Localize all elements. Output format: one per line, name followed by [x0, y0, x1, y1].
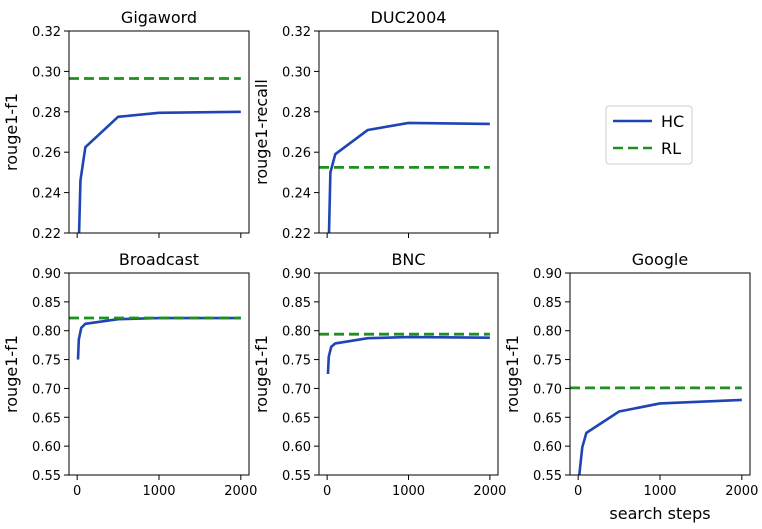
y-axis-label: rouge1-f1 — [252, 335, 271, 413]
y-tick-label: 0.85 — [282, 296, 311, 311]
legend: HC RL — [605, 105, 693, 165]
plot-frame — [68, 272, 250, 476]
y-tick-label: 0.22 — [32, 227, 61, 242]
y-axis-label: rouge1-f1 — [2, 93, 21, 171]
y-tick-label: 0.32 — [32, 25, 61, 40]
y-tick-label: 0.22 — [282, 227, 311, 242]
series-line-hc — [326, 335, 490, 375]
series-line-hc — [76, 316, 241, 360]
y-tick-label: 0.60 — [282, 440, 311, 455]
y-tick-label: 0.26 — [282, 146, 311, 161]
y-tick-label: 0.85 — [32, 296, 61, 311]
x-tick-label: 0 — [574, 484, 582, 499]
y-axis-label: rouge1-f1 — [503, 335, 522, 413]
y-tick-label: 0.90 — [282, 267, 311, 282]
y-tick-label: 0.70 — [282, 382, 311, 397]
y-tick-label: 0.26 — [32, 146, 61, 161]
y-tick-label: 0.30 — [282, 65, 311, 80]
y-tick-label: 0.85 — [533, 296, 562, 311]
y-tick-label: 0.70 — [32, 382, 61, 397]
x-tick-label: 0 — [323, 484, 331, 499]
y-tick-label: 0.28 — [32, 106, 61, 121]
y-tick-label: 0.75 — [282, 354, 311, 369]
y-tick-label: 0.55 — [533, 469, 562, 484]
y-tick-label: 0.24 — [282, 187, 311, 202]
series-line-hc — [578, 398, 742, 475]
chart-panel-gigaword: Gigaword 0.22 0.24 0.26 0.28 0.30 0.32 rouge1-f… — [2, 8, 250, 242]
plot-frame — [68, 30, 250, 234]
y-axis-label: rouge1-f1 — [2, 335, 21, 413]
x-tick-label: 0 — [73, 484, 81, 499]
legend-label-rl: RL — [661, 139, 681, 158]
x-axis-label: search steps — [609, 504, 710, 523]
x-tick-label: 2000 — [224, 484, 257, 499]
y-tick-label: 0.65 — [32, 411, 61, 426]
y-tick-label: 0.24 — [32, 187, 61, 202]
y-tick-label: 0.28 — [282, 106, 311, 121]
plot-frame — [569, 272, 751, 476]
chart-title: DUC2004 — [371, 8, 447, 27]
plot-frame — [318, 272, 499, 476]
chart-panel-google: Google 0.55 0.60 0.65 0.70 0.75 0.80 0.85 0.90 0 1… — [503, 250, 758, 523]
x-tick-label: 2000 — [473, 484, 506, 499]
x-tick-label: 1000 — [643, 484, 676, 499]
x-tick-label: 1000 — [142, 484, 175, 499]
y-tick-label: 0.30 — [32, 65, 61, 80]
y-tick-label: 0.65 — [533, 411, 562, 426]
chart-panel-broadcast: Broadcast 0.55 0.60 0.65 0.70 0.75 0.80 0.85 0.9… — [2, 250, 257, 499]
chart-panel-bnc: BNC 0.55 0.60 0.65 0.70 0.75 0.80 0.85 0.90 0 1000… — [252, 250, 506, 499]
y-tick-label: 0.32 — [282, 25, 311, 40]
plot-frame — [318, 30, 499, 234]
x-tick-label: 1000 — [392, 484, 425, 499]
chart-title: Broadcast — [119, 250, 199, 269]
series-line-hc — [77, 110, 241, 233]
x-tick-label: 2000 — [725, 484, 758, 499]
series-line-hc — [327, 121, 490, 233]
y-tick-label: 0.90 — [32, 267, 61, 282]
y-tick-label: 0.75 — [533, 354, 562, 369]
y-tick-label: 0.55 — [282, 469, 311, 484]
y-tick-label: 0.80 — [32, 325, 61, 340]
chart-title: Google — [632, 250, 688, 269]
legend-label-hc: HC — [661, 112, 684, 131]
chart-title: Gigaword — [121, 8, 197, 27]
y-tick-label: 0.65 — [282, 411, 311, 426]
y-tick-label: 0.90 — [533, 267, 562, 282]
y-tick-label: 0.60 — [533, 440, 562, 455]
y-tick-label: 0.80 — [533, 325, 562, 340]
y-tick-label: 0.70 — [533, 382, 562, 397]
y-tick-label: 0.80 — [282, 325, 311, 340]
y-tick-label: 0.55 — [32, 469, 61, 484]
chart-panel-duc2004: DUC2004 0.22 0.24 0.26 0.28 0.30 0.32 rouge1-re… — [252, 8, 499, 242]
y-tick-label: 0.75 — [32, 354, 61, 369]
chart-title: BNC — [391, 250, 425, 269]
y-tick-label: 0.60 — [32, 440, 61, 455]
y-axis-label: rouge1-recall — [252, 79, 271, 185]
